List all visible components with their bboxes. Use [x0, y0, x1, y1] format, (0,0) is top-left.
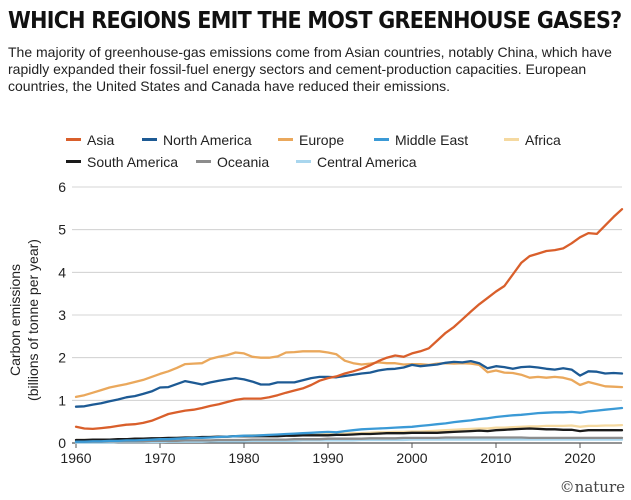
- legend-item-south-america: South America: [66, 154, 178, 170]
- legend-item-north-america: North America: [142, 132, 252, 148]
- legend-item-asia: Asia: [66, 132, 114, 148]
- series-line-middle-east: [74, 406, 624, 443]
- chart-title: WHICH REGIONS EMIT THE MOST GREENHOUSE G…: [8, 8, 622, 34]
- legend-label-africa: Africa: [525, 132, 561, 148]
- x-tick-label-2010: 2010: [480, 450, 511, 466]
- nature-credit: ©nature: [559, 478, 625, 496]
- x-tick-label-1960: 1960: [60, 450, 91, 466]
- legend-item-middle-east: Middle East: [374, 132, 468, 148]
- legend-item-africa: Africa: [504, 132, 561, 148]
- y-axis: 0 1 2 3 4 5 6: [58, 179, 66, 451]
- y-tick-label-2: 2: [58, 350, 66, 366]
- x-tick-label-1980: 1980: [228, 450, 259, 466]
- gridlines: [72, 186, 622, 444]
- legend-label-south-america: South America: [87, 154, 179, 170]
- legend-label-asia: Asia: [87, 132, 115, 148]
- legend-label-oceania: Oceania: [217, 154, 270, 170]
- series-line-south-america: [74, 427, 624, 442]
- y-tick-label-0: 0: [58, 435, 66, 451]
- y-tick-label-6: 6: [58, 179, 66, 195]
- legend-swatch-asia: [66, 137, 81, 141]
- legend-label-north-america: North America: [163, 132, 252, 148]
- series-line-oceania: [74, 436, 624, 443]
- series-line-europe: [74, 350, 624, 399]
- y-axis-title-line1: Carbon emissions: [7, 264, 23, 376]
- y-tick-label-5: 5: [58, 222, 66, 238]
- legend-swatch-oceania: [196, 159, 211, 163]
- legend-label-europe: Europe: [299, 132, 345, 148]
- legend-label-middle-east: Middle East: [395, 132, 469, 148]
- y-tick-label-4: 4: [58, 264, 66, 280]
- chart-subtitle: The majority of greenhouse-gas emissions…: [8, 44, 612, 94]
- series-line-north-america: [74, 359, 624, 408]
- x-tick-label-1990: 1990: [312, 450, 343, 466]
- legend-item-europe: Europe: [278, 132, 344, 148]
- series-line-asia: [74, 208, 624, 431]
- x-axis: 1960 1970 1980 1990 2000 2010 2020: [60, 443, 596, 466]
- x-tick-label-1970: 1970: [144, 450, 175, 466]
- y-axis-title-line2: (billions of tonne per year): [25, 239, 41, 401]
- legend-swatch-south-america: [66, 159, 81, 163]
- legend-item-central-america: Central America: [296, 154, 417, 170]
- legend-swatch-central-america: [296, 159, 311, 163]
- y-tick-label-1: 1: [58, 392, 66, 408]
- x-tick-label-2020: 2020: [564, 450, 595, 466]
- y-tick-label-3: 3: [58, 307, 66, 323]
- legend-label-central-america: Central America: [317, 154, 417, 170]
- legend-swatch-africa: [504, 137, 519, 141]
- series-lines: [74, 208, 624, 444]
- legend-swatch-middle-east: [374, 137, 389, 141]
- legend-item-oceania: Oceania: [196, 154, 269, 170]
- x-tick-label-2000: 2000: [396, 450, 427, 466]
- legend-swatch-north-america: [142, 137, 157, 141]
- legend-swatch-europe: [278, 137, 293, 141]
